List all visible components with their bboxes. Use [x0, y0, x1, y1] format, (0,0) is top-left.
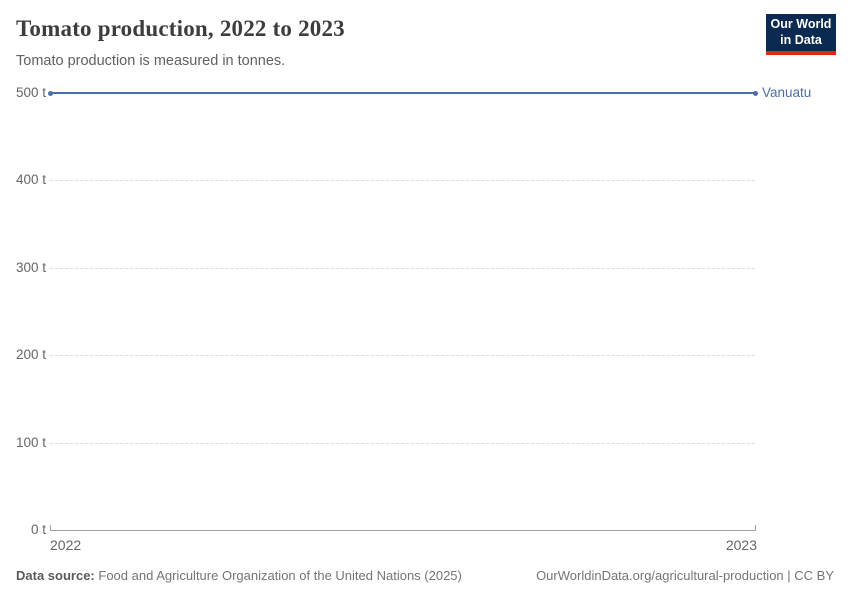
y-axis-tick-label: 400 t [15, 172, 46, 188]
y-axis-tick-label: 0 t [30, 522, 46, 537]
series-line[interactable] [50, 92, 755, 94]
gridline [50, 355, 755, 357]
x-axis-tick-label: 2022 [50, 537, 82, 553]
gridline [50, 267, 755, 269]
x-axis-line [50, 530, 756, 531]
y-axis-tick-label: 300 t [15, 259, 46, 275]
data-point-marker [48, 90, 53, 96]
owid-logo[interactable]: Our World in Data [766, 14, 836, 55]
chart-subtitle: Tomato production is measured in tonnes. [16, 53, 286, 69]
data-source-label: Data source: [16, 568, 95, 583]
y-axis-tick-label: 500 t [15, 85, 46, 100]
entity-label[interactable]: Vanuatu [762, 85, 812, 100]
y-axis-tick-label: 100 t [15, 434, 46, 450]
chart-footer: Data source: Food and Agriculture Organi… [0, 566, 850, 600]
data-source-text: Food and Agriculture Organization of the… [98, 568, 462, 583]
chart-title: Tomato production, 2022 to 2023 [16, 16, 345, 41]
y-axis-tick-label: 200 t [15, 347, 46, 363]
owid-logo-line2: in Data [780, 32, 822, 47]
owid-logo-line1: Our World [770, 16, 832, 31]
x-axis-tick-label: 2023 [725, 537, 757, 553]
data-source: Data source: Food and Agriculture Organi… [16, 568, 462, 583]
footer-link[interactable]: OurWorldinData.org/agricultural-producti… [536, 568, 834, 583]
axis-end-tick [50, 525, 51, 530]
axis-end-tick [755, 525, 756, 530]
gridline [50, 180, 755, 182]
gridline [50, 442, 755, 444]
data-point-marker [753, 90, 758, 96]
